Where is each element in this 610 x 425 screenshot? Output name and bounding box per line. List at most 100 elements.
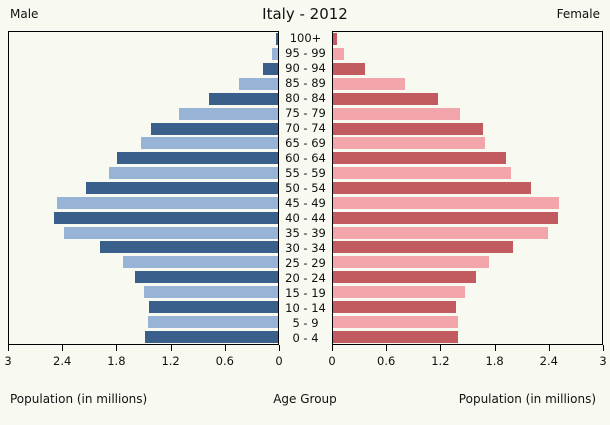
- female-bar-row: [333, 240, 602, 255]
- female-bar: [333, 271, 477, 284]
- male-bar-row: [9, 32, 278, 47]
- female-bar: [333, 211, 559, 224]
- male-axis-caption: Population (in millions): [10, 392, 148, 406]
- age-group-label: 75 - 79: [285, 106, 326, 121]
- male-bar-row: [9, 285, 278, 300]
- age-group-label: 20 - 24: [285, 270, 326, 285]
- female-bar-row: [333, 329, 602, 344]
- male-bar: [86, 182, 278, 195]
- male-bar: [262, 63, 278, 76]
- male-bar: [134, 271, 278, 284]
- female-bar: [333, 63, 366, 76]
- male-bar-row: [9, 47, 278, 62]
- male-bar-row: [9, 329, 278, 344]
- axis-tick-label: 1.8: [485, 354, 504, 368]
- male-bar: [145, 330, 278, 343]
- axis-tick-label: 0: [328, 354, 336, 368]
- axis-tick-mark: [224, 345, 226, 351]
- female-bar-row: [333, 136, 602, 151]
- male-bar-row: [9, 210, 278, 225]
- male-bar-row: [9, 225, 278, 240]
- axis-tick-label: 3: [4, 354, 12, 368]
- male-x-axis-ticks: 3 2.4 1.8 1.2 0.6 0: [4, 345, 283, 375]
- female-bar-row: [333, 47, 602, 62]
- female-bar: [333, 48, 344, 61]
- male-bar-row: [9, 136, 278, 151]
- male-bar-row: [9, 151, 278, 166]
- male-bar: [122, 256, 278, 269]
- male-bar-row: [9, 91, 278, 106]
- male-bar: [53, 211, 278, 224]
- male-bar-row: [9, 299, 278, 314]
- age-group-label: 0 - 4: [292, 330, 319, 345]
- female-bar: [333, 33, 338, 46]
- female-x-axis-ticks: 0 0.6 1.2 1.8 2.4 3: [328, 345, 607, 375]
- female-bar: [333, 92, 438, 105]
- male-bar-row: [9, 314, 278, 329]
- age-group-label: 45 - 49: [285, 195, 326, 210]
- female-bar-row: [333, 225, 602, 240]
- age-group-label: 5 - 9: [292, 315, 319, 330]
- male-bar: [239, 78, 278, 90]
- male-side-label: Male: [10, 7, 39, 21]
- axis-tick-mark: [62, 345, 64, 351]
- axis-tick-mark: [386, 345, 388, 351]
- female-bar-row: [333, 210, 602, 225]
- male-bar: [143, 286, 278, 299]
- male-bar-row: [9, 106, 278, 121]
- axis-tick-label: 3: [599, 354, 607, 368]
- male-bar-row: [9, 240, 278, 255]
- female-bar-row: [333, 255, 602, 270]
- female-bar: [333, 330, 458, 343]
- female-bar: [333, 256, 490, 269]
- male-bars-panel: [8, 31, 279, 345]
- male-bar: [147, 315, 278, 328]
- axis-tick-mark: [279, 345, 280, 351]
- female-bar-row: [333, 77, 602, 92]
- age-group-label: 60 - 64: [285, 151, 326, 166]
- female-bar: [333, 137, 486, 150]
- female-bar-row: [333, 270, 602, 285]
- male-bar: [109, 167, 278, 180]
- male-bar: [100, 241, 278, 254]
- axis-tick-label: 1.2: [161, 354, 180, 368]
- male-bar: [179, 107, 278, 120]
- axis-tick-label: 1.8: [107, 354, 126, 368]
- age-group-label: 70 - 74: [285, 121, 326, 136]
- female-bar: [333, 286, 465, 299]
- female-bar: [333, 78, 405, 90]
- female-bar-row: [333, 181, 602, 196]
- age-group-label: 80 - 84: [285, 91, 326, 106]
- axis-tick-label: 2.4: [53, 354, 72, 368]
- axis-tick-label: 1.2: [431, 354, 450, 368]
- axis-tick-mark: [548, 345, 550, 351]
- female-bar: [333, 167, 511, 180]
- female-bar: [333, 241, 514, 254]
- female-bar-row: [333, 91, 602, 106]
- axis-tick-label: 2.4: [539, 354, 558, 368]
- chart-title: Italy - 2012: [262, 5, 348, 23]
- male-bar-row: [9, 255, 278, 270]
- age-group-label: 90 - 94: [285, 61, 326, 76]
- age-group-label: 65 - 69: [285, 136, 326, 151]
- male-bar: [276, 33, 278, 46]
- age-group-label: 85 - 89: [285, 76, 326, 91]
- axis-tick-label: 0: [275, 354, 283, 368]
- axis-tick-mark: [116, 345, 118, 351]
- female-bar: [333, 122, 483, 135]
- female-bar: [333, 226, 549, 239]
- male-bar: [271, 48, 278, 61]
- male-bar-row: [9, 166, 278, 181]
- male-bar: [56, 196, 278, 209]
- male-bar-row: [9, 77, 278, 92]
- axis-tick-label: 0.6: [377, 354, 396, 368]
- female-bar: [333, 196, 559, 209]
- axis-tick-label: 0.6: [215, 354, 234, 368]
- male-bar-row: [9, 181, 278, 196]
- age-group-label: 100+: [289, 31, 322, 46]
- male-bar: [140, 137, 278, 150]
- male-bar: [150, 122, 278, 135]
- age-group-label: 40 - 44: [285, 210, 326, 225]
- female-bar-row: [333, 299, 602, 314]
- male-bar: [208, 92, 278, 105]
